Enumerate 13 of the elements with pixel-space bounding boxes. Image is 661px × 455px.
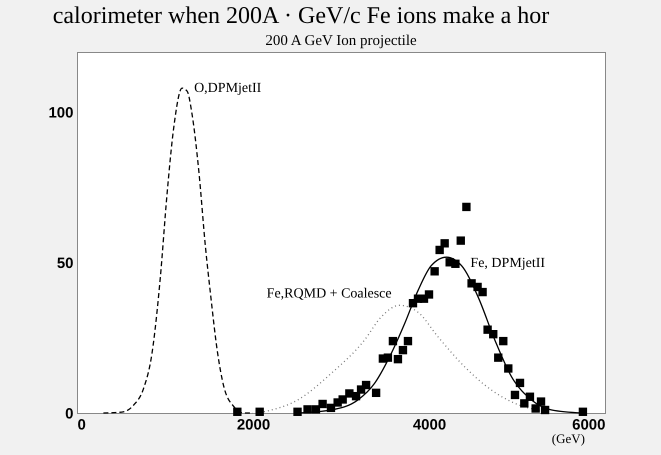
series-label: O,DPMjetII — [194, 81, 262, 96]
chart-title: 200 A GeV Ion projectile — [265, 33, 418, 49]
x-tick-label: 2000 — [236, 416, 270, 434]
x-axis-title: (GeV) — [552, 431, 585, 446]
series-label: Fe, DPMjetII — [470, 256, 546, 272]
y-tick-label: 100 — [48, 104, 74, 122]
y-tick-label: 0 — [65, 406, 74, 422]
text: calorimeter when 200A · GeV/c Fe ions make a hor — [52, 3, 550, 29]
x-tick-label: 6000 — [572, 416, 606, 434]
y-tick-label: 50 — [56, 255, 74, 272]
series-label: Fe,RQMD + Coalesce — [266, 286, 392, 302]
x-tick-label: 4000 — [412, 416, 446, 434]
x-tick-label: 0 — [78, 416, 86, 434]
